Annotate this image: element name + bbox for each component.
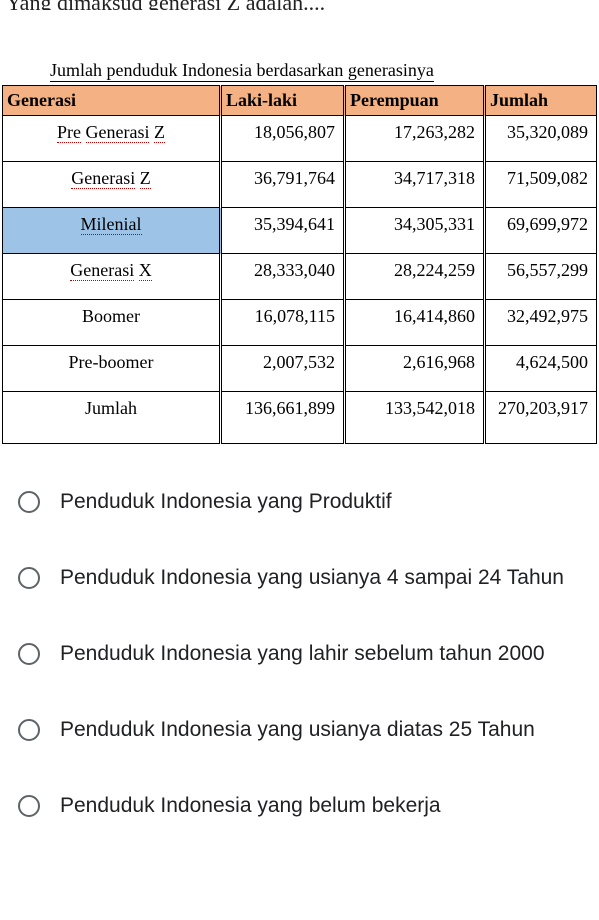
- population-table: GenerasiLaki-lakiPerempuanJumlah Pre Gen…: [2, 85, 597, 444]
- value-cell: 28,224,259: [345, 254, 485, 300]
- value-cell: 136,661,899: [221, 392, 345, 444]
- option-label: Penduduk Indonesia yang belum bekerja: [60, 792, 441, 820]
- table-body: Pre Generasi Z18,056,80717,263,28235,320…: [3, 116, 597, 444]
- table-row: Jumlah136,661,899133,542,018270,203,917: [3, 392, 597, 444]
- value-cell: 18,056,807: [221, 116, 345, 162]
- value-cell: 2,616,968: [345, 346, 485, 392]
- spellcheck-run: Generasi: [86, 122, 150, 143]
- question-text-cropped: Yang dimaksud generasi Z adalah....: [0, 0, 599, 10]
- option-label: Penduduk Indonesia yang usianya 4 sampai…: [60, 564, 564, 592]
- generation-cell: Generasi X: [3, 254, 221, 300]
- table-header-row: GenerasiLaki-lakiPerempuanJumlah: [3, 86, 597, 116]
- table-row: Generasi X28,333,04028,224,25956,557,299: [3, 254, 597, 300]
- generation-cell: Pre Generasi Z: [3, 116, 221, 162]
- value-cell: 36,791,764: [221, 162, 345, 208]
- value-cell: 35,320,089: [485, 116, 597, 162]
- value-cell: 34,717,318: [345, 162, 485, 208]
- generation-cell: Jumlah: [3, 392, 221, 444]
- value-cell: 71,509,082: [485, 162, 597, 208]
- table-row: Boomer16,078,11516,414,86032,492,975: [3, 300, 597, 346]
- table-row: Pre Generasi Z18,056,80717,263,28235,320…: [3, 116, 597, 162]
- value-cell: 4,624,500: [485, 346, 597, 392]
- table-row: Pre-boomer2,007,5322,616,9684,624,500: [3, 346, 597, 392]
- col-header-3: Jumlah: [485, 86, 597, 116]
- value-cell: 16,414,860: [345, 300, 485, 346]
- spellcheck-run: Pre: [57, 122, 81, 143]
- generation-cell: Pre-boomer: [3, 346, 221, 392]
- page: Yang dimaksud generasi Z adalah.... Juml…: [0, 0, 599, 830]
- spellcheck-run: Z: [154, 122, 165, 143]
- table-row: Generasi Z36,791,76434,717,31871,509,082: [3, 162, 597, 208]
- generation-cell: Boomer: [3, 300, 221, 346]
- answer-option[interactable]: Penduduk Indonesia yang usianya 4 sampai…: [18, 554, 575, 602]
- value-cell: 16,078,115: [221, 300, 345, 346]
- option-label: Penduduk Indonesia yang lahir sebelum ta…: [60, 640, 545, 668]
- value-cell: 28,333,040: [221, 254, 345, 300]
- col-header-1: Laki-laki: [221, 86, 345, 116]
- col-header-0: Generasi: [3, 86, 221, 116]
- value-cell: 69,699,972: [485, 208, 597, 254]
- answer-options: Penduduk Indonesia yang Produktif Pendudu…: [0, 444, 599, 830]
- option-label: Penduduk Indonesia yang usianya diatas 2…: [60, 716, 535, 744]
- answer-option[interactable]: Penduduk Indonesia yang usianya diatas 2…: [18, 706, 575, 754]
- table-title-wrap: Jumlah penduduk Indonesia berdasarkan ge…: [0, 10, 599, 85]
- spellcheck-run: X: [139, 260, 152, 281]
- radio-icon[interactable]: [18, 795, 40, 817]
- spellcheck-run: Milenial: [81, 214, 142, 235]
- value-cell: 270,203,917: [485, 392, 597, 444]
- generation-cell: Milenial: [3, 208, 221, 254]
- spellcheck-run: Z: [140, 168, 151, 189]
- option-label: Penduduk Indonesia yang Produktif: [60, 488, 392, 516]
- answer-option[interactable]: Penduduk Indonesia yang belum bekerja: [18, 782, 575, 830]
- radio-icon[interactable]: [18, 491, 40, 513]
- table-head: GenerasiLaki-lakiPerempuanJumlah: [3, 86, 597, 116]
- value-cell: 133,542,018: [345, 392, 485, 444]
- table-row: Milenial 35,394,64134,305,33169,699,972: [3, 208, 597, 254]
- spellcheck-run: Generasi: [71, 168, 135, 189]
- table-title: Jumlah penduduk Indonesia berdasarkan ge…: [50, 60, 434, 82]
- value-cell: 34,305,331: [345, 208, 485, 254]
- generation-cell: Generasi Z: [3, 162, 221, 208]
- value-cell: 17,263,282: [345, 116, 485, 162]
- value-cell: 2,007,532: [221, 346, 345, 392]
- answer-option[interactable]: Penduduk Indonesia yang lahir sebelum ta…: [18, 630, 575, 678]
- value-cell: 32,492,975: [485, 300, 597, 346]
- value-cell: 56,557,299: [485, 254, 597, 300]
- spellcheck-run: Generasi: [70, 260, 134, 281]
- radio-icon[interactable]: [18, 643, 40, 665]
- radio-icon[interactable]: [18, 719, 40, 741]
- col-header-2: Perempuan: [345, 86, 485, 116]
- value-cell: 35,394,641: [221, 208, 345, 254]
- answer-option[interactable]: Penduduk Indonesia yang Produktif: [18, 478, 575, 526]
- radio-icon[interactable]: [18, 567, 40, 589]
